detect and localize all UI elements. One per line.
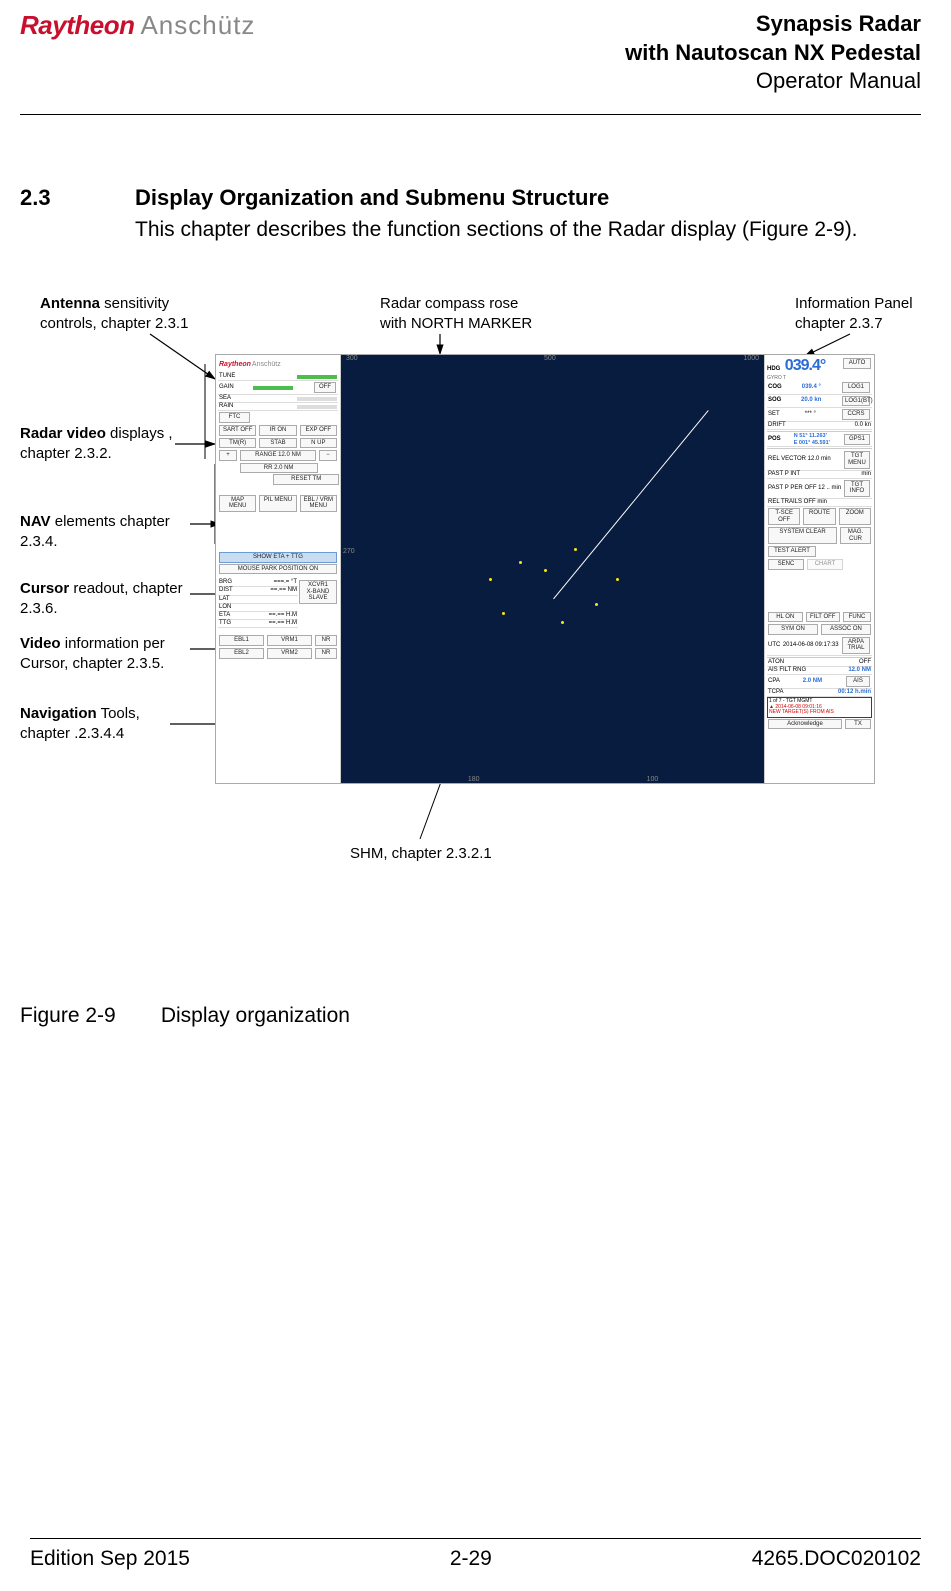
heading-line (553, 410, 709, 599)
doc-title-line3: Operator Manual (625, 67, 921, 96)
nup-button[interactable]: N UP (300, 438, 337, 449)
footer-page: 2-29 (450, 1547, 492, 1571)
tune-bar (297, 375, 337, 379)
rr-button[interactable]: RR 2.0 NM (240, 463, 318, 474)
logo-sub: Anschütz (140, 10, 255, 41)
page-footer: Edition Sep 2015 2-29 4265.DOC020102 (30, 1538, 921, 1571)
label-info-panel: Information Panel chapter 2.3.7 (795, 294, 913, 335)
range-plus[interactable]: + (219, 450, 237, 461)
axis-tick: 270 (343, 548, 355, 555)
label-radar-video: Radar video displays , chapter 2.3.2. (20, 424, 190, 465)
expoff-button[interactable]: EXP OFF (300, 425, 337, 436)
vrm1-button[interactable]: VRM1 (267, 635, 312, 646)
radar-display: 300 500 1000 270 180 100 (341, 355, 764, 783)
tx-button[interactable]: TX (845, 719, 871, 730)
stab-button[interactable]: STAB (259, 438, 296, 449)
ebl1-button[interactable]: EBL1 (219, 635, 264, 646)
label-nav: NAV elements chapter 2.3.4. (20, 512, 190, 553)
show-eta-button[interactable]: SHOW ETA + TTG (219, 552, 337, 563)
footer-docid: 4265.DOC020102 (752, 1547, 921, 1571)
label-compass: Radar compass rose with NORTH MARKER (380, 294, 532, 335)
left-panel: Raytheon Anschütz TUNE GAINOFF SEA RAIN … (216, 355, 341, 783)
axis-tick: 1000 (743, 355, 759, 362)
section-heading: 2.3 Display Organization and Submenu Str… (20, 185, 921, 211)
radar-screenshot: 300 500 1000 270 180 100 Raytheon Anschü… (215, 354, 875, 784)
map-menu[interactable]: MAP MENU (219, 495, 256, 512)
vrm2-button[interactable]: VRM2 (267, 648, 312, 659)
label-cursor: Cursor readout, chapter 2.3.6. (20, 579, 190, 620)
axis-tick: 500 (544, 355, 556, 362)
axis-tick: 100 (647, 776, 659, 783)
reset-button[interactable]: RESET TM (273, 474, 339, 485)
label-shm: SHM, chapter 2.3.2.1 (350, 844, 492, 864)
ebl-menu[interactable]: EBL / VRM MENU (300, 495, 337, 512)
pil-menu[interactable]: PIL MENU (259, 495, 296, 512)
xcvr-box: XCVR1 X-BAND SLAVE (299, 580, 337, 604)
doc-title-line1: Synapsis Radar (625, 10, 921, 39)
brand-logo: Raytheon Anschütz (20, 10, 255, 41)
sart-button[interactable]: SART OFF (219, 425, 256, 436)
figure-caption: Figure 2-9 Display organization (20, 1004, 921, 1028)
doc-title-line2: with Nautoscan NX Pedestal (625, 39, 921, 68)
section-number: 2.3 (20, 185, 135, 211)
axis-tick: 300 (346, 355, 358, 362)
auto-button[interactable]: AUTO (843, 358, 871, 369)
label-nav-tools: Navigation Tools, chapter .2.3.4.4 (20, 704, 190, 745)
axis-tick: 180 (468, 776, 480, 783)
label-antenna: Antenna sensitivity controls, chapter 2.… (40, 294, 210, 335)
range-minus[interactable]: − (319, 450, 337, 461)
tmr-button[interactable]: TM(R) (219, 438, 256, 449)
ebl2-button[interactable]: EBL2 (219, 648, 264, 659)
page-header: Raytheon Anschütz Synapsis Radar with Na… (20, 10, 921, 115)
ack-button[interactable]: Acknowledge (768, 719, 842, 730)
figure-number: Figure 2-9 (20, 1004, 155, 1028)
footer-edition: Edition Sep 2015 (30, 1547, 190, 1571)
iron-button[interactable]: IR ON (259, 425, 296, 436)
figure-caption-text: Display organization (161, 1004, 350, 1027)
ftc-button[interactable]: FTC (219, 412, 250, 423)
gain-bar (253, 386, 293, 390)
section-text: This chapter describes the function sect… (135, 215, 921, 244)
label-video-info: Video information per Cursor, chapter 2.… (20, 634, 190, 675)
logo-brand-mini: Raytheon (219, 361, 251, 368)
logo-brand: Raytheon (20, 10, 134, 41)
figure-diagram: Antenna sensitivity controls, chapter 2.… (20, 294, 921, 914)
doc-title: Synapsis Radar with Nautoscan NX Pedesta… (625, 10, 921, 96)
heading-value: 039.4° (785, 357, 825, 374)
logo-sub-mini: Anschütz (252, 361, 281, 368)
right-panel: HDG 039.4° GYRO T AUTO COG039.4 °LOG1 SO… (764, 355, 874, 783)
section-title: Display Organization and Submenu Structu… (135, 185, 609, 211)
alert-box: 1 of 7 - TGT MGMT ▲ 2014-06-08 09:01:16 … (767, 697, 872, 718)
mouse-park-button[interactable]: MOUSE PARK POSITION ON (219, 564, 337, 575)
range-button[interactable]: RANGE 12.0 NM (240, 450, 316, 461)
